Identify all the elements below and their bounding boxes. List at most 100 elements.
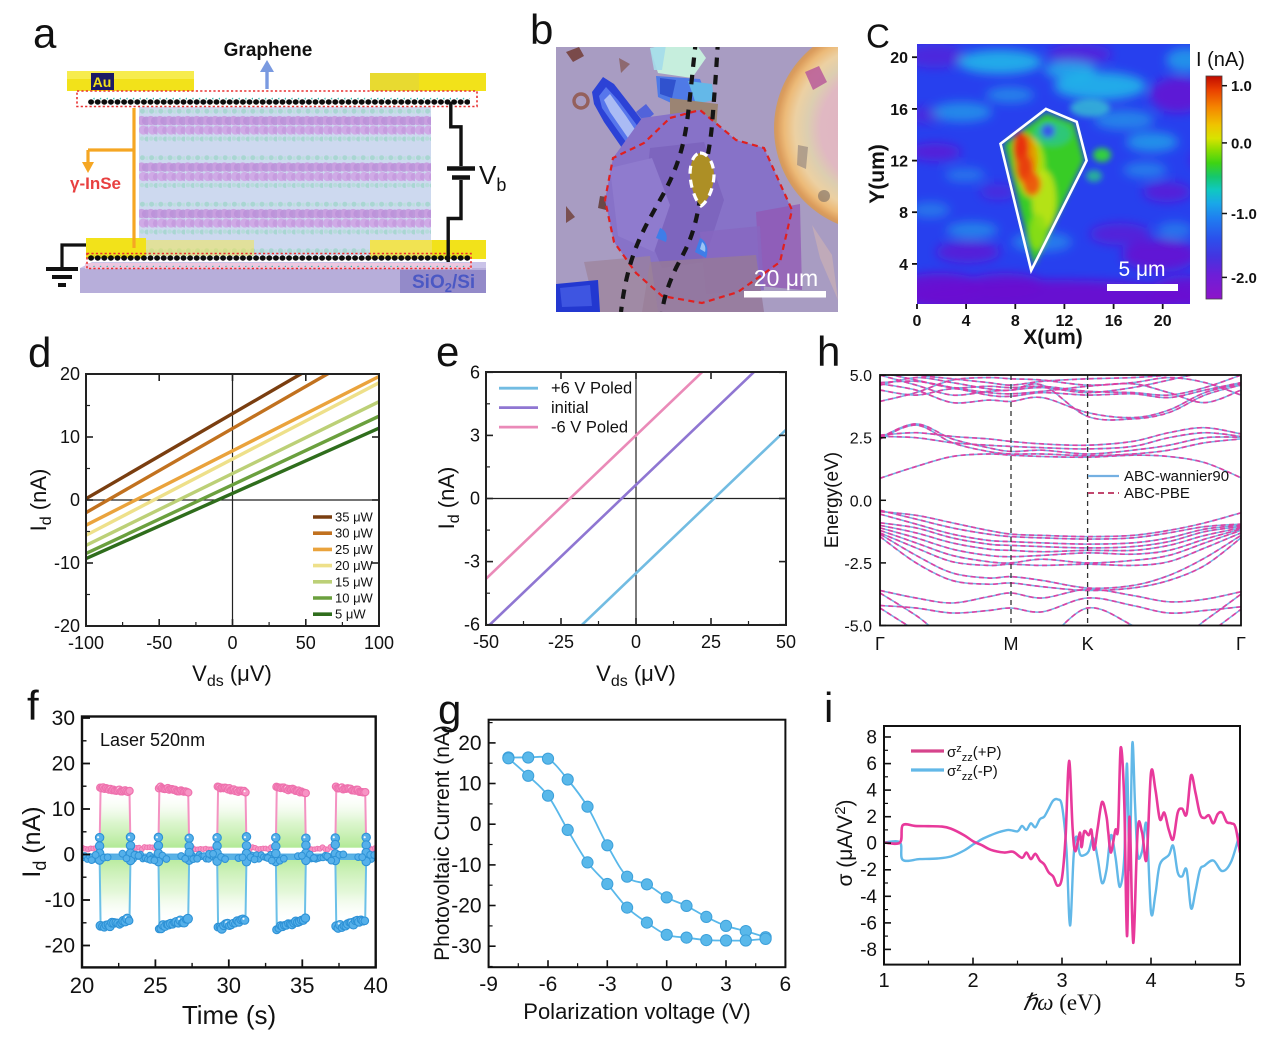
svg-text:8: 8 bbox=[866, 728, 877, 749]
svg-text:-5.0: -5.0 bbox=[844, 619, 872, 636]
svg-text:20 μW: 20 μW bbox=[335, 558, 374, 573]
svg-text:Au: Au bbox=[93, 74, 112, 90]
svg-text:Photovoltaic Current (nA): Photovoltaic Current (nA) bbox=[431, 725, 454, 961]
svg-text:M: M bbox=[1004, 634, 1019, 654]
svg-text:35: 35 bbox=[290, 973, 314, 998]
svg-text:30: 30 bbox=[52, 707, 75, 730]
svg-text:-6: -6 bbox=[860, 913, 877, 934]
svg-text:3: 3 bbox=[470, 425, 480, 445]
svg-text:-8: -8 bbox=[860, 940, 877, 961]
svg-text:h: h bbox=[817, 328, 840, 375]
svg-text:10: 10 bbox=[52, 798, 75, 821]
svg-text:1: 1 bbox=[878, 970, 889, 992]
svg-text:20: 20 bbox=[52, 753, 75, 776]
svg-text:8: 8 bbox=[899, 205, 908, 222]
svg-text:-50: -50 bbox=[473, 632, 499, 652]
svg-text:-3: -3 bbox=[598, 973, 617, 996]
svg-text:-20: -20 bbox=[54, 616, 80, 636]
svg-text:25: 25 bbox=[143, 973, 167, 998]
svg-text:3: 3 bbox=[720, 973, 732, 996]
svg-text:20 μm: 20 μm bbox=[754, 265, 818, 291]
svg-text:3: 3 bbox=[1056, 970, 1067, 992]
svg-text:Y(um): Y(um) bbox=[866, 144, 889, 204]
svg-text:ABC-PBE: ABC-PBE bbox=[1124, 485, 1190, 502]
svg-text:100: 100 bbox=[364, 633, 394, 653]
svg-text:Vds (μV): Vds (μV) bbox=[192, 661, 272, 690]
svg-text:0: 0 bbox=[866, 834, 877, 855]
svg-text:Vds (μV): Vds (μV) bbox=[596, 661, 676, 690]
svg-text:0: 0 bbox=[470, 813, 482, 836]
svg-text:10: 10 bbox=[458, 773, 481, 796]
svg-text:-10: -10 bbox=[54, 553, 80, 573]
svg-text:initial: initial bbox=[551, 399, 589, 417]
svg-text:0: 0 bbox=[70, 490, 80, 510]
svg-text:1.0: 1.0 bbox=[1231, 78, 1252, 95]
svg-text:-6: -6 bbox=[539, 973, 558, 996]
svg-text:2.5: 2.5 bbox=[850, 431, 872, 448]
svg-text:25: 25 bbox=[701, 632, 721, 652]
svg-text:g: g bbox=[438, 686, 461, 733]
svg-text:0.0: 0.0 bbox=[850, 493, 872, 510]
svg-text:d: d bbox=[28, 329, 51, 376]
svg-text:Time (s): Time (s) bbox=[182, 1000, 276, 1030]
svg-text:Vb: Vb bbox=[479, 160, 506, 195]
svg-text:16: 16 bbox=[890, 102, 908, 119]
svg-text:50: 50 bbox=[296, 633, 316, 653]
svg-text:ℏω (eV): ℏω (eV) bbox=[1023, 990, 1102, 1015]
svg-text:4: 4 bbox=[866, 781, 877, 802]
svg-text:15 μW: 15 μW bbox=[335, 574, 374, 589]
svg-text:σzzz(+P): σzzz(+P) bbox=[947, 743, 1002, 764]
svg-text:-6: -6 bbox=[464, 615, 480, 635]
svg-text:-9: -9 bbox=[479, 973, 498, 996]
svg-text:12: 12 bbox=[1056, 313, 1074, 330]
svg-text:a: a bbox=[33, 10, 57, 57]
svg-text:-30: -30 bbox=[451, 935, 481, 958]
svg-text:6: 6 bbox=[780, 973, 792, 996]
svg-text:0: 0 bbox=[470, 489, 480, 509]
svg-text:12: 12 bbox=[890, 154, 908, 171]
svg-text:Id (nA): Id (nA) bbox=[26, 469, 55, 532]
svg-text:Polarization voltage (V): Polarization voltage (V) bbox=[523, 999, 750, 1024]
svg-text:30 μW: 30 μW bbox=[335, 526, 374, 541]
svg-text:25 μW: 25 μW bbox=[335, 542, 374, 557]
svg-text:0: 0 bbox=[227, 633, 237, 653]
svg-text:-20: -20 bbox=[45, 935, 75, 958]
svg-text:Laser 520nm: Laser 520nm bbox=[100, 730, 205, 750]
svg-text:5.0: 5.0 bbox=[850, 368, 872, 385]
svg-text:ABC-wannier90: ABC-wannier90 bbox=[1124, 468, 1229, 485]
svg-text:Id (nA): Id (nA) bbox=[434, 467, 463, 530]
svg-text:20: 20 bbox=[890, 50, 908, 67]
svg-text:8: 8 bbox=[1011, 313, 1020, 330]
svg-text:Γ: Γ bbox=[875, 634, 885, 654]
svg-text:Id (nA): Id (nA) bbox=[18, 806, 50, 877]
svg-text:-6 V Poled: -6 V Poled bbox=[551, 419, 628, 437]
svg-text:0: 0 bbox=[913, 313, 922, 330]
svg-text:-4: -4 bbox=[860, 887, 877, 908]
svg-text:-1.0: -1.0 bbox=[1231, 206, 1257, 223]
svg-text:e: e bbox=[436, 328, 459, 375]
svg-text:i: i bbox=[824, 684, 833, 731]
svg-text:5: 5 bbox=[1234, 970, 1245, 992]
svg-text:10: 10 bbox=[60, 427, 80, 447]
svg-text:b: b bbox=[530, 6, 553, 53]
svg-text:-2.0: -2.0 bbox=[1231, 270, 1257, 287]
svg-text:30: 30 bbox=[217, 973, 241, 998]
svg-text:-20: -20 bbox=[451, 895, 481, 918]
svg-text:2: 2 bbox=[866, 807, 877, 828]
svg-text:-100: -100 bbox=[68, 633, 104, 653]
svg-text:0: 0 bbox=[661, 973, 673, 996]
svg-text:-50: -50 bbox=[146, 633, 172, 653]
svg-text:35 μW: 35 μW bbox=[335, 510, 374, 525]
svg-text:4: 4 bbox=[1145, 970, 1156, 992]
svg-text:20: 20 bbox=[60, 364, 80, 384]
svg-text:-2.5: -2.5 bbox=[844, 556, 872, 573]
svg-text:20: 20 bbox=[1154, 313, 1172, 330]
svg-text:0: 0 bbox=[63, 844, 75, 867]
svg-text:Graphene: Graphene bbox=[224, 40, 313, 61]
svg-text:0.0: 0.0 bbox=[1231, 135, 1252, 152]
svg-text:0: 0 bbox=[631, 632, 641, 652]
svg-text:-10: -10 bbox=[451, 854, 481, 877]
svg-text:SiO2/Si: SiO2/Si bbox=[412, 272, 475, 295]
svg-text:6: 6 bbox=[470, 362, 480, 382]
svg-text:-25: -25 bbox=[548, 632, 574, 652]
